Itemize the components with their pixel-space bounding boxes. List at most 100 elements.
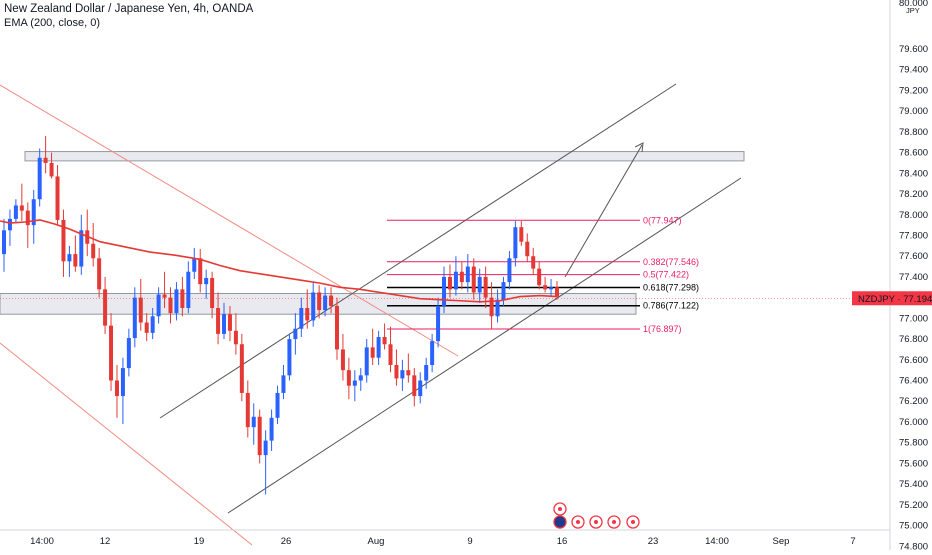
candle-body — [543, 285, 548, 290]
fib-level-label: 0.5(77.422) — [643, 270, 689, 280]
x-tick-label: 23 — [648, 536, 659, 547]
y-tick-label: 74.800 — [899, 541, 928, 550]
candle-body — [79, 230, 84, 267]
candle-body — [323, 295, 328, 311]
candle-body — [412, 375, 417, 397]
candle-body — [19, 205, 24, 211]
candle-body — [2, 230, 6, 255]
candle-body — [400, 370, 405, 379]
x-tick-label: 19 — [194, 536, 205, 547]
candle-body — [67, 254, 72, 262]
y-tick-label: 78.000 — [899, 210, 928, 221]
event-marker-dot — [576, 520, 580, 524]
price-tag — [852, 291, 932, 306]
y-tick-label: 78.600 — [899, 148, 928, 159]
candle-body — [7, 218, 12, 231]
candle-body — [204, 277, 209, 285]
y-tick-label: 78.800 — [899, 127, 928, 138]
candle-body — [13, 205, 18, 219]
projection-arrowhead — [634, 142, 644, 153]
candle-body — [495, 299, 500, 317]
candle-body — [489, 297, 494, 317]
candle-body — [477, 276, 482, 293]
candle-body — [210, 277, 215, 308]
y-tick-label: 79.400 — [899, 65, 928, 76]
candle-body — [388, 344, 393, 365]
candle-body — [382, 337, 387, 345]
calendar-event-markers — [553, 502, 640, 529]
candle-body — [501, 282, 506, 300]
candle-body — [293, 328, 298, 340]
y-tick-label: 79.000 — [899, 106, 928, 117]
candle-body — [507, 258, 512, 283]
ema-200-line — [0, 219, 558, 303]
fib-level-label: 0.382(77.546) — [643, 257, 699, 267]
candle-body — [275, 392, 280, 418]
candle-body — [287, 339, 292, 376]
y-tick-label: 78.400 — [899, 168, 928, 179]
country-flag-icon[interactable] — [553, 515, 567, 529]
event-marker-dot — [631, 520, 635, 524]
candle-body — [180, 289, 185, 308]
x-tick-label: 26 — [281, 536, 292, 547]
candle-body — [329, 295, 334, 306]
candle-body — [245, 392, 250, 428]
candle-body — [459, 271, 464, 283]
fib-level-label: 1(76.897) — [643, 324, 682, 334]
x-tick-label: Sep — [773, 536, 790, 547]
candle-body — [91, 243, 96, 259]
candle-body — [174, 289, 179, 314]
candle-body — [25, 210, 30, 226]
candle-body — [334, 305, 339, 350]
candle-body — [114, 380, 119, 397]
x-tick-label: Aug — [368, 536, 385, 547]
candle-body — [537, 268, 542, 286]
candle-body — [513, 227, 518, 259]
candle-body — [406, 370, 411, 376]
candle-body — [519, 227, 524, 242]
candle-body — [227, 314, 232, 331]
candle-body — [144, 322, 149, 333]
candle-body — [257, 416, 262, 456]
candle-body — [424, 364, 429, 381]
candle-body — [430, 341, 435, 365]
candle-body — [483, 276, 488, 298]
y-tick-label: 77.000 — [899, 313, 928, 324]
candle-body — [376, 337, 381, 358]
candle-body — [97, 258, 102, 290]
candle-body — [305, 308, 310, 321]
candle-body — [31, 199, 36, 226]
candle-body — [453, 271, 458, 290]
fib-level-label: 0.618(77.298) — [643, 282, 699, 292]
chart-title: New Zealand Dollar / Japanese Yen, 4h, O… — [4, 3, 254, 15]
channel-red-upper — [0, 84, 459, 357]
x-tick-label: 14:00 — [30, 536, 54, 547]
candle-body — [465, 266, 470, 283]
candle-body — [126, 338, 131, 369]
channel-black-lower — [227, 177, 742, 514]
candle-body — [418, 380, 423, 397]
candle-body — [103, 289, 108, 326]
candle-body — [447, 276, 452, 290]
y-tick-label: 79.600 — [899, 44, 928, 55]
currency-unit-label: JPY — [906, 6, 920, 15]
candle-body — [394, 364, 399, 379]
candle-body — [222, 314, 227, 334]
candle-body — [43, 157, 48, 163]
candle-body — [346, 370, 351, 386]
candle-body — [138, 297, 143, 323]
candle-body — [55, 176, 60, 220]
candle-body — [555, 287, 559, 297]
x-tick-label: 14:00 — [705, 536, 729, 547]
candle-body — [198, 258, 203, 285]
y-tick-label: 75.000 — [899, 521, 928, 532]
y-tick-label: 75.200 — [899, 500, 928, 511]
x-tick-label: 16 — [557, 536, 568, 547]
x-tick-label: 12 — [100, 536, 111, 547]
candle-body — [162, 294, 167, 298]
candle-body — [61, 219, 66, 262]
y-tick-label: 76.800 — [899, 334, 928, 345]
event-marker-dot — [558, 507, 562, 511]
